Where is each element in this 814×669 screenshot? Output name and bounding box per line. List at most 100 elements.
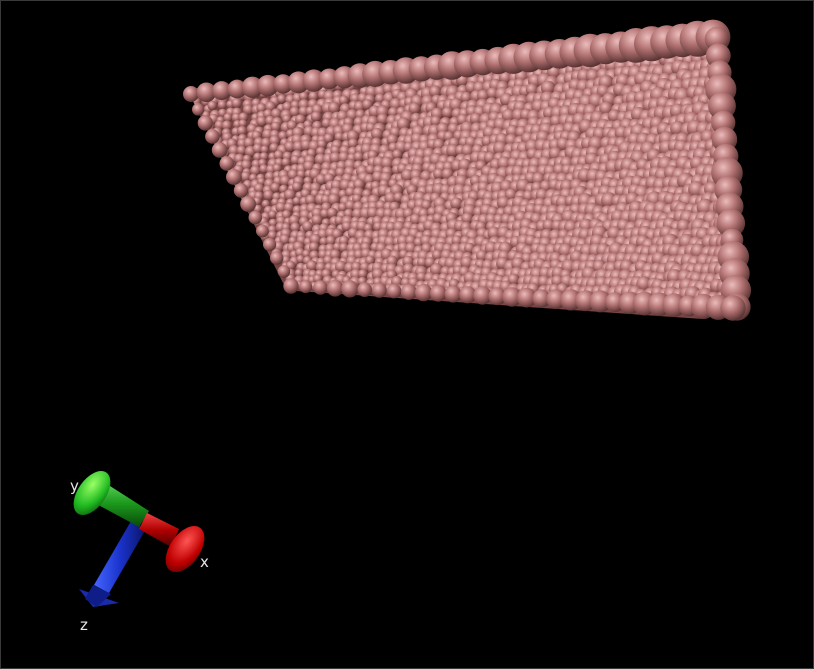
surface-bead [305, 194, 317, 206]
surface-bead [347, 138, 359, 149]
surface-bead [290, 222, 301, 233]
surface-bead [281, 157, 291, 168]
surface-bead [353, 151, 364, 162]
surface-bead [335, 260, 347, 273]
surface-bead [334, 132, 345, 142]
surface-bead [357, 269, 368, 279]
surface-bead [289, 106, 301, 118]
surface-bead [546, 289, 567, 310]
surface-bead [323, 133, 334, 144]
surface-bead [260, 145, 270, 154]
surface-bead [302, 221, 314, 233]
surface-bead [429, 263, 444, 277]
surface-bead [459, 286, 477, 304]
surface-bead [502, 287, 522, 307]
surface-bead [217, 100, 227, 110]
surface-bead [243, 137, 255, 149]
surface-edge-beads [183, 19, 752, 321]
surface-bead [392, 149, 403, 160]
surface-bead [396, 117, 411, 131]
surface-bead [223, 113, 233, 123]
surface-bead [326, 279, 344, 297]
surface-bead [231, 98, 242, 109]
z-axis [79, 521, 146, 607]
x-axis-cone [165, 526, 205, 572]
surface-bead [273, 74, 293, 94]
surface-bead [326, 207, 338, 219]
surface-bead [308, 241, 320, 253]
surface-bead [269, 142, 280, 153]
surface-bead [429, 85, 442, 98]
surface-bead [339, 242, 349, 253]
surface-bead [477, 89, 490, 103]
surface-bead [284, 189, 296, 201]
surface-bead [560, 289, 582, 311]
surface-bead [240, 196, 256, 212]
surface-bead [272, 163, 282, 173]
surface-bead [311, 214, 323, 226]
surface-bead [196, 82, 217, 103]
surface-bead [372, 283, 387, 298]
z-axis-arrowhead-side [85, 585, 111, 607]
surface-bead [275, 202, 287, 213]
surface-bead [589, 290, 612, 313]
surface-bead [236, 145, 247, 156]
surface-bead [259, 164, 269, 174]
surface-bead [296, 254, 306, 264]
surface-bead [279, 234, 291, 245]
surface-bead [329, 152, 342, 164]
surface-bead [257, 74, 279, 97]
surface-bead [429, 284, 447, 302]
x-axis-shaft [139, 513, 179, 547]
surface-bead [237, 125, 247, 136]
surface-bead [310, 111, 322, 123]
surface-bead [240, 159, 252, 171]
surface-bead [295, 114, 306, 125]
surface-bead [284, 141, 296, 153]
surface-bead [416, 272, 427, 283]
surface-bead [263, 237, 277, 252]
surface-bead [205, 129, 220, 144]
surface-bead [252, 143, 263, 154]
surface-bead [341, 280, 359, 298]
surface-bead [376, 113, 389, 125]
y-axis-cone [73, 471, 111, 515]
surface-bead [183, 86, 199, 102]
surface-bead [473, 286, 492, 305]
molecule-surface[interactable] [183, 19, 752, 321]
surface-bead [219, 156, 234, 171]
surface-bead [277, 94, 287, 104]
surface-bead [267, 230, 278, 241]
surface-bead [338, 95, 349, 106]
surface-bead [294, 268, 304, 278]
surface-bead [283, 278, 299, 294]
surface-bead [292, 196, 302, 206]
z-axis-shaft [94, 521, 146, 593]
surface-bead [238, 119, 248, 128]
surface-bead [327, 193, 341, 206]
x-axis-label: x [200, 553, 209, 571]
surface-bead [268, 210, 277, 219]
surface-bead [357, 282, 373, 298]
surface-bead [221, 120, 232, 131]
surface-bead [207, 100, 218, 111]
surface-bead [233, 183, 249, 198]
surface-bead [313, 280, 328, 295]
surface-bead [488, 287, 507, 306]
y-axis-label: y [70, 477, 79, 495]
surface-bead [270, 251, 284, 265]
z-axis-label: z [80, 616, 88, 634]
surface-bead [299, 280, 313, 294]
surface-bead [242, 104, 254, 116]
surface-bead [720, 295, 746, 321]
surface-bead [212, 81, 232, 101]
surface-bead [250, 165, 261, 177]
surface-bead [256, 224, 269, 238]
surface-bead [263, 190, 274, 201]
surface-bead [469, 112, 483, 126]
surface-bead [441, 106, 454, 119]
surface-bead [516, 287, 537, 308]
surface-bead [365, 255, 375, 266]
